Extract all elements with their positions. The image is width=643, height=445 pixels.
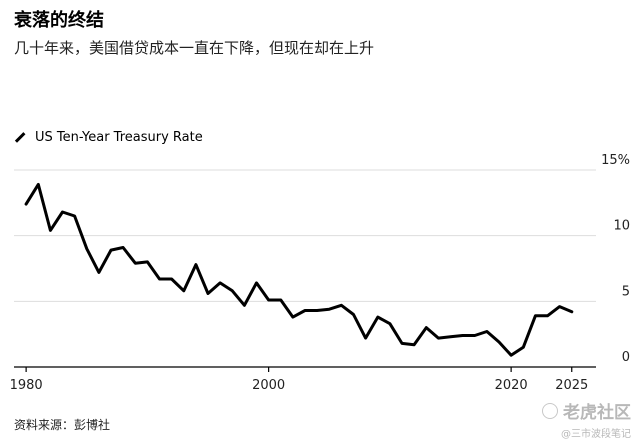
- chart-subtitle: 几十年来，美国借贷成本一直在下降，但现在却在上升: [14, 39, 375, 57]
- y-tick-label: 10: [613, 219, 630, 234]
- legend-label: US Ten-Year Treasury Rate: [35, 130, 203, 145]
- x-tick-label: 1980: [10, 378, 43, 393]
- legend: US Ten-Year Treasury Rate: [14, 130, 203, 145]
- tiger-logo-icon: [542, 402, 558, 419]
- source-note: 资料来源：彭博社: [14, 418, 111, 432]
- y-tick-label: 15%: [601, 153, 630, 168]
- series-line: [24, 182, 574, 357]
- y-tick-label: 0: [622, 350, 630, 365]
- y-tick-label: 5: [622, 284, 630, 299]
- x-tick-label: 2000: [252, 378, 285, 393]
- x-tick-label: 2020: [495, 378, 528, 393]
- chart-title: 衰落的终结: [14, 10, 104, 31]
- watermark-main: 老虎社区: [563, 403, 631, 423]
- x-tick-label: 2025: [555, 378, 588, 393]
- watermark: 老虎社区 @三市波段笔记: [542, 398, 631, 440]
- watermark-sub: @三市波段笔记: [561, 429, 631, 440]
